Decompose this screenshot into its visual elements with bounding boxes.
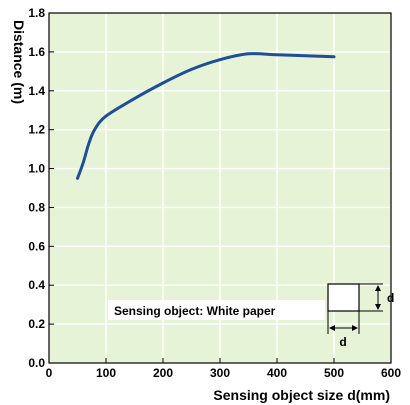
dim-arrowhead-bottom-icon xyxy=(375,304,381,310)
series-point xyxy=(219,58,221,61)
y-tick-label: 0.8 xyxy=(28,200,45,214)
x-tick-label: 600 xyxy=(381,366,401,380)
series-point xyxy=(93,128,96,131)
x-tick-label: 0 xyxy=(46,366,53,380)
annotation-text: Sensing object: White paper xyxy=(114,304,276,318)
y-tick-label: 0.0 xyxy=(28,356,45,370)
series-point xyxy=(247,53,250,55)
y-tick-label: 1.0 xyxy=(28,162,45,176)
series-point xyxy=(190,68,193,71)
white-paper-square-icon xyxy=(327,283,360,312)
sensing-object-annotation: Sensing object: White paper d d xyxy=(108,283,394,349)
annotation-background xyxy=(108,300,325,320)
dim-label-horizontal: d xyxy=(339,335,346,349)
series-point xyxy=(333,55,335,58)
x-tick-label: 200 xyxy=(153,366,173,380)
dim-arrowhead-right-icon xyxy=(352,325,358,331)
y-tick-label: 0.2 xyxy=(28,317,45,331)
series-layer xyxy=(76,52,336,180)
grid xyxy=(49,13,391,363)
x-axis-title: Sensing object size d(mm) xyxy=(213,387,390,403)
y-tick-label: 1.6 xyxy=(28,45,45,59)
x-tick-label: 300 xyxy=(210,366,230,380)
x-tick-label: 500 xyxy=(324,366,344,380)
series-point xyxy=(76,177,79,180)
y-axis-title: Distance (m) xyxy=(11,20,27,104)
series-point xyxy=(304,54,307,57)
dim-arrowhead-top-icon xyxy=(375,285,381,291)
x-tick-label: 100 xyxy=(96,366,116,380)
series-point xyxy=(162,82,164,84)
y-tick-label: 1.8 xyxy=(28,6,45,20)
y-tick-label: 0.6 xyxy=(28,239,45,253)
x-tick-label: 400 xyxy=(267,366,287,380)
y-axis-ticks: 0.0 0.2 0.4 0.6 0.8 1.0 1.2 1.4 1.6 1.8 xyxy=(28,6,54,370)
dim-arrowhead-left-icon xyxy=(329,325,335,331)
series-point xyxy=(133,97,136,100)
series-point xyxy=(105,115,107,117)
y-tick-label: 0.4 xyxy=(28,278,45,292)
series-point xyxy=(276,54,278,56)
y-tick-label: 1.2 xyxy=(28,123,45,137)
series-point xyxy=(82,161,84,164)
y-tick-label: 1.4 xyxy=(28,84,45,98)
x-axis-ticks: 0 100 200 300 400 500 600 xyxy=(46,358,401,380)
dim-label-vertical: d xyxy=(387,291,394,305)
series-point xyxy=(88,142,90,145)
